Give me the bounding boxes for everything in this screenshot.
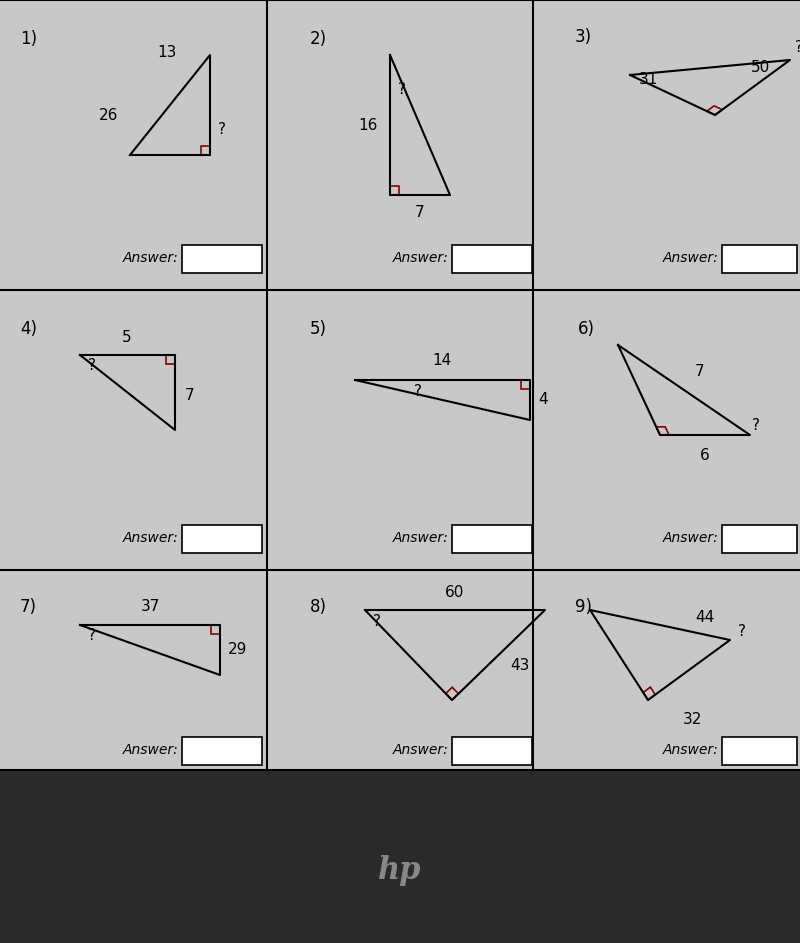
Text: Answer:: Answer: [122, 251, 178, 265]
Bar [722, 737, 797, 765]
Text: Answer:: Answer: [662, 251, 718, 265]
Text: Answer:: Answer: [122, 743, 178, 757]
Bar [452, 737, 532, 765]
Text: 43: 43 [510, 657, 530, 672]
Text: 9): 9) [575, 598, 592, 616]
Text: ?: ? [414, 385, 422, 400]
Text: 32: 32 [683, 712, 702, 727]
Text: 50: 50 [750, 60, 770, 75]
Text: hp: hp [378, 854, 422, 885]
Text: 44: 44 [695, 610, 714, 625]
Text: ?: ? [398, 82, 406, 97]
Text: ?: ? [88, 357, 96, 372]
Text: 8): 8) [310, 598, 327, 616]
Text: 1): 1) [20, 30, 37, 48]
Text: ?: ? [88, 627, 96, 642]
Text: 2): 2) [310, 30, 327, 48]
Bar [722, 525, 797, 553]
Text: 3): 3) [575, 28, 592, 46]
Text: 6): 6) [578, 320, 595, 338]
Text: ?: ? [738, 624, 746, 639]
Text: 7: 7 [695, 365, 705, 379]
Text: Answer:: Answer: [392, 743, 448, 757]
Text: 60: 60 [446, 585, 465, 600]
Bar [0, 770, 800, 943]
Text: 29: 29 [228, 642, 247, 657]
Text: 5): 5) [310, 320, 327, 338]
Text: ?: ? [373, 615, 381, 630]
Text: 7: 7 [185, 388, 194, 403]
Bar [182, 737, 262, 765]
Text: 14: 14 [432, 353, 452, 368]
Text: 31: 31 [638, 73, 658, 88]
Bar [722, 245, 797, 273]
Bar [182, 245, 262, 273]
Text: 6: 6 [700, 448, 710, 463]
Text: 7): 7) [20, 598, 37, 616]
Text: 4): 4) [20, 320, 37, 338]
Text: Answer:: Answer: [122, 531, 178, 545]
Text: ?: ? [752, 418, 760, 433]
Text: 16: 16 [358, 118, 378, 133]
Text: Answer:: Answer: [662, 743, 718, 757]
Text: 13: 13 [158, 45, 177, 60]
Bar [452, 525, 532, 553]
Text: Answer:: Answer: [392, 531, 448, 545]
Bar [182, 525, 262, 553]
Text: Answer:: Answer: [662, 531, 718, 545]
Text: ?: ? [218, 123, 226, 138]
Text: ?: ? [795, 41, 800, 56]
Text: 4: 4 [538, 392, 548, 407]
Text: 5: 5 [122, 330, 132, 345]
Bar [452, 245, 532, 273]
Text: 7: 7 [415, 205, 425, 220]
Text: 26: 26 [98, 108, 118, 123]
Text: Answer:: Answer: [392, 251, 448, 265]
Text: 37: 37 [140, 599, 160, 614]
